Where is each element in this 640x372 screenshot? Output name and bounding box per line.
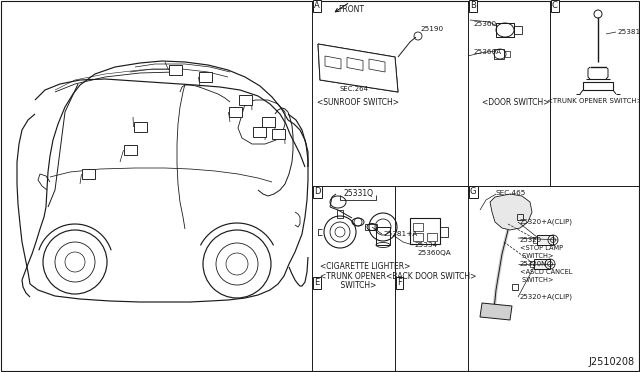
Text: FRONT: FRONT	[338, 5, 364, 14]
Text: 25381+A: 25381+A	[383, 231, 417, 237]
Text: D: D	[242, 96, 248, 105]
Text: <TRUNK OPENER: <TRUNK OPENER	[321, 272, 387, 281]
Bar	[530, 261, 534, 267]
Bar	[376, 227, 390, 245]
Bar	[517, 214, 523, 220]
Text: G: G	[85, 170, 91, 179]
Text: <ASCD CANCEL: <ASCD CANCEL	[520, 269, 572, 275]
Text: E: E	[276, 129, 280, 138]
Polygon shape	[325, 56, 341, 69]
Polygon shape	[347, 58, 363, 71]
Text: D: D	[314, 187, 321, 196]
Text: E: E	[314, 278, 319, 287]
Text: A: A	[314, 1, 320, 10]
Text: 25360A: 25360A	[473, 49, 501, 55]
Text: <TRUNK OPENER SWITCH>: <TRUNK OPENER SWITCH>	[547, 98, 640, 104]
Polygon shape	[490, 194, 532, 230]
Text: <SUNROOF SWITCH>: <SUNROOF SWITCH>	[317, 98, 399, 107]
Text: SWITCH>: SWITCH>	[331, 281, 376, 290]
Bar	[413, 233, 423, 241]
Text: 25190: 25190	[420, 26, 443, 32]
Text: <STOP LAMP: <STOP LAMP	[520, 245, 563, 251]
Text: A: A	[172, 65, 178, 74]
Bar	[440, 227, 448, 237]
Text: 25334: 25334	[414, 242, 437, 248]
Text: C: C	[552, 1, 558, 10]
Text: 25360: 25360	[473, 21, 496, 27]
Bar	[514, 26, 522, 34]
Bar	[81, 169, 95, 179]
Bar	[239, 95, 252, 105]
Bar	[427, 233, 437, 241]
Text: <DOOR SWITCH>: <DOOR SWITCH>	[483, 98, 550, 107]
Bar	[512, 284, 518, 290]
Text: C: C	[266, 118, 271, 126]
Text: F: F	[257, 128, 261, 137]
Text: 25320+A(CLIP): 25320+A(CLIP)	[520, 294, 573, 300]
Text: B: B	[127, 145, 132, 154]
Bar	[124, 145, 136, 155]
Bar	[533, 237, 537, 243]
Bar	[262, 117, 275, 127]
Bar	[537, 235, 553, 245]
Bar	[413, 223, 423, 231]
Text: J2510208: J2510208	[589, 357, 635, 367]
Bar	[504, 51, 510, 57]
Bar	[228, 107, 241, 117]
Text: 25320: 25320	[520, 237, 542, 243]
Bar	[494, 49, 504, 59]
Text: 25331Q: 25331Q	[343, 189, 373, 198]
Text: 25381: 25381	[617, 29, 640, 35]
Bar	[168, 65, 182, 75]
Text: SWITCH>: SWITCH>	[520, 277, 554, 283]
Text: B: B	[232, 108, 237, 116]
Text: F: F	[397, 278, 402, 287]
Text: <BACK DOOR SWITCH>: <BACK DOOR SWITCH>	[387, 272, 477, 281]
Bar	[337, 210, 343, 218]
Bar	[198, 72, 211, 82]
Polygon shape	[480, 303, 512, 320]
Text: B: B	[138, 122, 143, 131]
Bar	[365, 224, 377, 230]
Text: 25320N: 25320N	[520, 261, 547, 267]
Polygon shape	[369, 59, 385, 72]
Text: B: B	[470, 1, 476, 10]
Bar	[134, 122, 147, 132]
Bar	[534, 259, 550, 269]
Text: <CIGARETTE LIGHTER>: <CIGARETTE LIGHTER>	[320, 262, 410, 271]
Text: SWITCH>: SWITCH>	[520, 253, 554, 259]
Text: SEC.465: SEC.465	[496, 190, 526, 196]
Text: B: B	[202, 73, 207, 81]
Bar	[496, 23, 514, 37]
Bar	[410, 218, 440, 244]
Bar	[583, 82, 613, 90]
Polygon shape	[318, 44, 398, 92]
Text: G: G	[470, 187, 477, 196]
Bar	[271, 129, 285, 139]
Text: 25360QA: 25360QA	[417, 250, 451, 256]
Text: 25320+A(CLIP): 25320+A(CLIP)	[520, 219, 573, 225]
Bar	[253, 127, 266, 137]
Text: SEC.264: SEC.264	[340, 86, 369, 92]
